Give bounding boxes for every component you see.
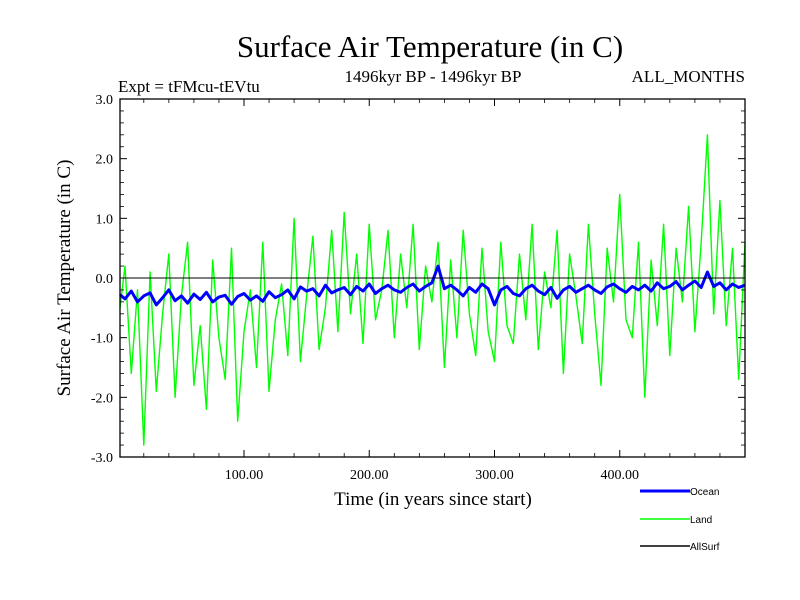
chart-subtitle-center: 1496kyr BP - 1496kyr BP (345, 67, 522, 86)
series-line-ocean (119, 264, 746, 307)
legend-label-allsurf: AllSurf (690, 542, 720, 553)
x-tick-label: 300.00 (475, 468, 514, 483)
x-axis-label: Time (in years since start) (334, 489, 532, 510)
series-line-land (119, 134, 746, 446)
y-axis-label: Surface Air Temperature (in C) (54, 160, 75, 397)
tick-layer: -3.0 -2.0 -1.0 0.0 1.0 2.0 3.0 100.00 200.00 300.… (91, 93, 745, 483)
chart-subtitle-right: ALL_MONTHS (632, 67, 745, 86)
series-layer (119, 134, 746, 446)
y-tick-label: 2.0 (96, 153, 114, 168)
y-tick-label: -3.0 (91, 451, 113, 466)
chart-title: Surface Air Temperature (in C) (237, 29, 623, 64)
plot-area: -3.0 -2.0 -1.0 0.0 1.0 2.0 3.0 100.00 200.00 300.… (91, 93, 746, 483)
x-tick-label: 200.00 (350, 468, 389, 483)
legend-label-ocean: Ocean (690, 487, 719, 498)
legend-label-land: Land (690, 515, 712, 526)
x-tick-label: 400.00 (600, 468, 639, 483)
legend: Ocean Land AllSurf (640, 487, 720, 553)
y-tick-label: 0.0 (96, 272, 114, 287)
y-tick-label: -2.0 (91, 391, 113, 406)
x-tick-label: 100.00 (225, 468, 264, 483)
y-tick-label: 1.0 (96, 212, 114, 227)
y-tick-label: 3.0 (96, 93, 114, 108)
chart-subtitle-left: Expt = tFMcu-tEVtu (118, 77, 260, 96)
y-tick-label: -1.0 (91, 332, 113, 347)
